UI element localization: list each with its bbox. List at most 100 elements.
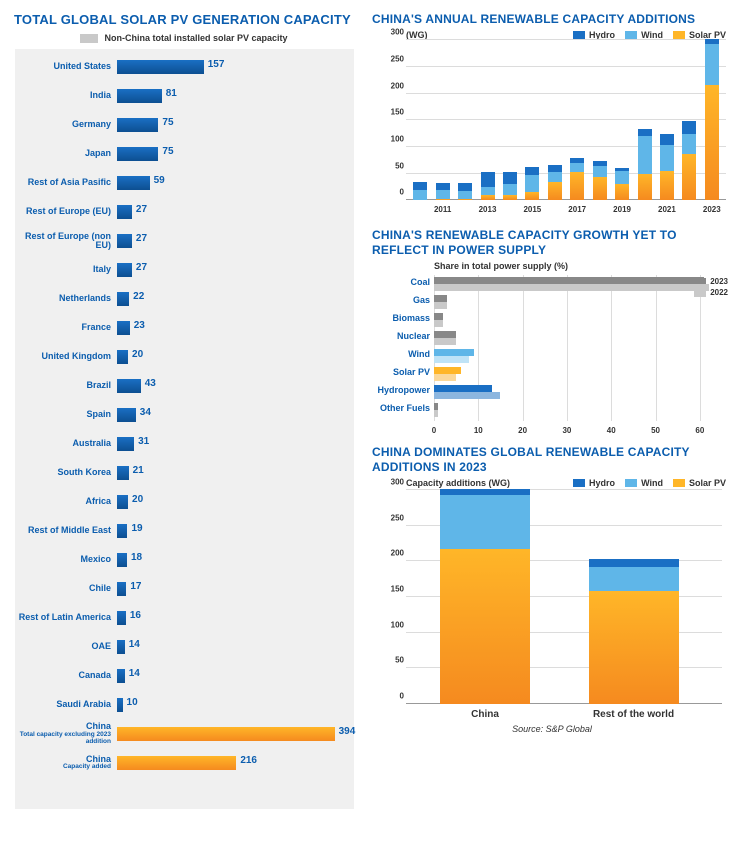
legend-swatch xyxy=(673,479,685,487)
bar-seg-wind xyxy=(458,191,472,199)
hbar-row: United Kingdom 20 xyxy=(15,343,354,371)
hbar-value: 59 xyxy=(154,175,165,186)
ps-bar-2023 xyxy=(434,349,474,356)
ps-bar-2022 xyxy=(434,374,456,381)
bar-seg-wind xyxy=(440,495,530,549)
bar-seg-wind xyxy=(615,171,629,185)
hbar-label: ChinaTotal capacity excluding 2023 addit… xyxy=(15,722,117,745)
x-tick-label: 2013 xyxy=(479,205,497,214)
x-tick-label: 2021 xyxy=(658,205,676,214)
bar-seg-wind xyxy=(503,184,517,195)
x-tick-label: 10 xyxy=(474,426,483,435)
bar-seg-solar xyxy=(593,177,607,200)
hbar-value: 10 xyxy=(127,697,138,708)
bar-seg-hydro xyxy=(481,172,495,187)
hbar-row: Saudi Arabia10 xyxy=(15,691,354,719)
hbar-row: Italy27 xyxy=(15,256,354,284)
hbar-bar xyxy=(117,89,162,103)
hbar-value: 43 xyxy=(145,378,156,389)
hbar-row: India 81 xyxy=(15,82,354,110)
ps-bar-2023 xyxy=(434,277,704,284)
hbar-value: 81 xyxy=(166,88,177,99)
y-tick-label: 200 xyxy=(374,81,404,90)
bar-seg-solar xyxy=(440,549,530,704)
ps-label: Biomass xyxy=(374,313,430,323)
ps-row: Nuclear xyxy=(434,329,722,347)
ps-bar-2023 xyxy=(434,385,492,392)
bar-seg-wind xyxy=(481,187,495,194)
hbar-bar xyxy=(117,640,125,654)
dom-bar xyxy=(589,559,679,704)
legend-label: Solar PV xyxy=(689,478,726,488)
bar-seg-wind xyxy=(548,172,562,183)
hbar-label: Africa xyxy=(15,497,117,506)
x-tick-label: 30 xyxy=(562,426,571,435)
hbar-label: Germany xyxy=(15,120,117,129)
hbar-bar xyxy=(117,263,132,277)
hbar-bar xyxy=(117,379,141,393)
bar-seg-solar xyxy=(615,184,629,200)
hbar-bar xyxy=(117,466,129,480)
hbar-row: Rest of Europe (non EU)27 xyxy=(15,227,354,255)
bar-seg-solar xyxy=(436,199,450,200)
hbar-label: Mexico xyxy=(15,555,117,564)
annual-bar xyxy=(593,161,607,200)
hbar-label: ChinaCapacity added xyxy=(15,755,117,771)
ps-bar-2022 xyxy=(434,302,447,309)
hbar-label: Chile xyxy=(15,584,117,593)
hbar-row: Rest of Latin America16 xyxy=(15,604,354,632)
bar-seg-solar xyxy=(705,85,719,201)
x-tick-label: 2023 xyxy=(703,205,721,214)
annual-bar xyxy=(525,167,539,201)
hbar-label: United States xyxy=(15,62,117,71)
ps-bar-2023 xyxy=(434,403,438,410)
hbar-value: 31 xyxy=(138,436,149,447)
y-tick-label: 0 xyxy=(374,691,404,700)
hbar-bar xyxy=(117,176,150,190)
ps-row: Solar PV xyxy=(434,365,722,383)
hbar-bar xyxy=(117,147,158,161)
annual-bar xyxy=(615,168,629,200)
annual-bar xyxy=(682,121,696,200)
y-tick-label: 100 xyxy=(374,620,404,629)
bar-seg-wind xyxy=(705,44,719,85)
hbar-label: India xyxy=(15,91,117,100)
hbar-bar xyxy=(117,495,128,509)
hbar-label: United Kingdom xyxy=(15,352,117,361)
x-tick-label: Rest of the world xyxy=(593,709,674,720)
hbar-value: 17 xyxy=(130,581,141,592)
ps-bar-2022 xyxy=(434,338,456,345)
right-column: CHINA'S ANNUAL RENEWABLE CAPACITY ADDITI… xyxy=(372,12,732,809)
hbar-label: Japan xyxy=(15,149,117,158)
legend-swatch xyxy=(573,479,585,487)
ps-plot: 010203040506020232022CoalGasBiomassNucle… xyxy=(434,275,722,435)
hbar-row: Australia31 xyxy=(15,430,354,458)
hbar-row: Spain34 xyxy=(15,401,354,429)
bar-seg-hydro xyxy=(413,182,427,191)
annual-bar xyxy=(548,165,562,200)
bar-seg-hydro xyxy=(525,167,539,176)
annual-bar xyxy=(570,158,584,201)
annual-bar xyxy=(458,183,472,201)
x-tick-label: 40 xyxy=(607,426,616,435)
bar-seg-wind xyxy=(589,567,679,591)
y-tick-label: 150 xyxy=(374,108,404,117)
bar-seg-solar xyxy=(589,591,679,704)
x-tick-label: 2019 xyxy=(613,205,631,214)
ps-row: Hydropower xyxy=(434,383,722,401)
dom-title: CHINA DOMINATES GLOBAL RENEWABLE CAPACIT… xyxy=(372,445,732,474)
bar-seg-solar xyxy=(525,192,539,200)
hbar-label: Rest of Middle East xyxy=(15,526,117,535)
hbar-value: 20 xyxy=(132,349,143,360)
hbar-row: France23 xyxy=(15,314,354,342)
y-tick-label: 200 xyxy=(374,549,404,558)
bar-seg-wind xyxy=(638,136,652,174)
bar-seg-wind xyxy=(413,190,427,200)
bar-seg-solar xyxy=(682,154,696,200)
ps-row: Biomass xyxy=(434,311,722,329)
hbar-value: 75 xyxy=(162,117,173,128)
bar-seg-wind xyxy=(660,145,674,171)
hbar-bar xyxy=(117,292,129,306)
bar-seg-hydro xyxy=(682,121,696,134)
bar-seg-wind xyxy=(682,134,696,154)
